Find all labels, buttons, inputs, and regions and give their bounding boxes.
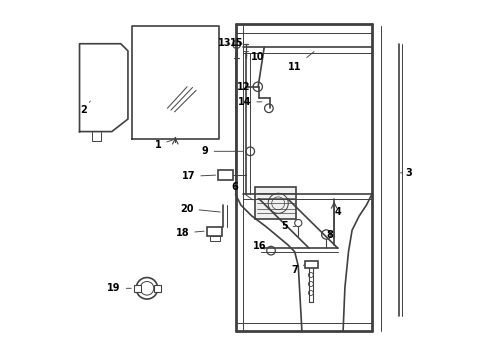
Text: 18: 18 [175, 228, 203, 238]
Text: 16: 16 [252, 241, 265, 251]
Bar [218, 170, 232, 180]
Text: 6: 6 [231, 182, 252, 200]
Bar [134, 285, 140, 292]
Text: 5: 5 [280, 221, 295, 231]
Text: 4: 4 [333, 207, 341, 223]
Bar [206, 226, 222, 235]
Text: 17: 17 [182, 171, 215, 181]
Text: 8: 8 [325, 230, 332, 239]
Bar [154, 285, 160, 292]
Text: 19: 19 [107, 283, 131, 293]
Text: 13: 13 [217, 38, 231, 48]
Text: 12: 12 [237, 82, 250, 92]
Text: 7: 7 [291, 265, 304, 275]
Text: 14: 14 [237, 97, 261, 107]
Text: 11: 11 [288, 51, 313, 72]
Text: 1: 1 [154, 140, 172, 150]
Bar [255, 187, 296, 220]
Text: 9: 9 [202, 146, 243, 156]
Bar [209, 235, 219, 241]
Bar [304, 261, 318, 268]
Text: 20: 20 [180, 204, 220, 214]
Text: 3: 3 [400, 168, 411, 178]
Text: 2: 2 [81, 101, 90, 115]
Text: 15: 15 [229, 38, 243, 48]
Text: 10: 10 [250, 48, 264, 62]
